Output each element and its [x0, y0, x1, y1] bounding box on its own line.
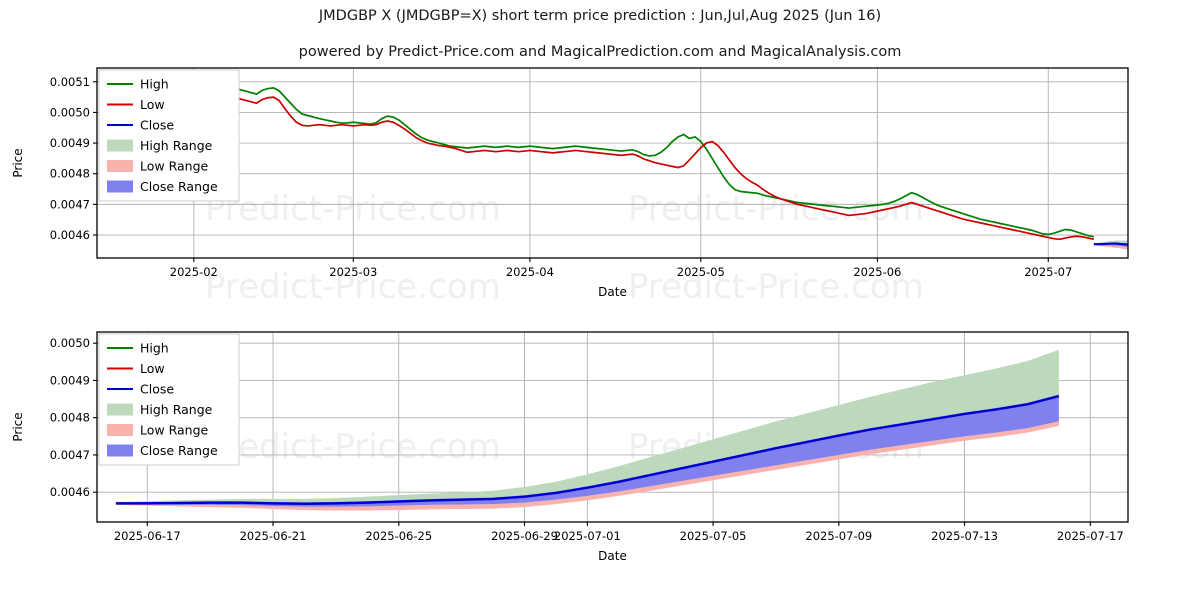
legend-item-label: Close Range	[140, 179, 218, 194]
legend-box	[98, 69, 240, 202]
legend-item-label: High Range	[140, 138, 213, 153]
legend-item[interactable]: Low Range	[107, 423, 209, 438]
legend-item-label: Low	[140, 361, 165, 376]
y-tick-label: 0.0046	[50, 228, 90, 242]
axis-labels: 0.0046 0.0047 0.0048 0.0049 0.0050 0.0051 2025…	[50, 75, 1073, 279]
close-range-band	[1093, 242, 1128, 247]
x-tick-label: 2025-07-01	[554, 529, 621, 543]
watermark-text: Predict-Price.com	[205, 427, 501, 467]
x-tick-label: 2025-07-13	[931, 529, 998, 543]
high-range-band	[1093, 240, 1128, 244]
y-axis-title: Price	[11, 412, 25, 441]
y-tick-label: 0.0046	[50, 485, 90, 499]
plot-area	[108, 80, 1128, 250]
legend-item[interactable]: High	[107, 341, 169, 356]
watermark-text: Predict-Price.com	[628, 189, 924, 229]
legend-item[interactable]: High Range	[107, 138, 213, 153]
axes-frame	[96, 331, 1129, 523]
y-tick-label: 0.0050	[50, 105, 90, 119]
watermark-text: Predict-Price.com	[205, 267, 501, 307]
axes-frame	[96, 67, 1129, 259]
x-tick-label: 2025-04	[506, 265, 554, 279]
x-axis-title: Date	[598, 285, 627, 299]
legend-item[interactable]: Close Range	[107, 443, 218, 458]
x-tick-label: 2025-06-21	[240, 529, 307, 543]
legend-item[interactable]: Low	[107, 97, 165, 112]
legend-item-label: High	[140, 341, 169, 356]
x-tick-label: 2025-06-17	[114, 529, 181, 543]
legend-box	[98, 333, 240, 466]
x-tick-label: 2025-05	[677, 265, 725, 279]
legend-item-label: Close	[140, 118, 174, 133]
x-tick-label: 2025-06	[853, 265, 901, 279]
page-subtitle: powered by Predict-Price.com and Magical…	[298, 44, 902, 60]
y-axis-title: Price	[11, 148, 25, 177]
bottom-chart-svg: Predict-Price.comPredict-Price.com0.0046…	[11, 331, 1129, 563]
top-chart-panel: Predict-Price.com Predict-Price.com Predic…	[0, 60, 1200, 318]
x-tick-label: 2025-07	[1024, 265, 1072, 279]
gridlines	[97, 68, 1128, 258]
legend-band-swatch	[107, 180, 133, 193]
y-tick-label: 0.0048	[50, 167, 90, 181]
close-line	[115, 394, 1060, 505]
y-tick-label: 0.0047	[50, 448, 90, 462]
chart-legend: High Low Close High Range Low Range Close Ran…	[98, 69, 240, 202]
chart-legend: High Low Close High Range Low Range Close Ran…	[98, 333, 240, 466]
top-chart-svg: Predict-Price.com Predict-Price.com Predic…	[11, 67, 1129, 307]
y-tick-label: 0.0047	[50, 197, 90, 211]
low-range-band	[1093, 244, 1128, 250]
y-tick-label: 0.0051	[50, 75, 90, 89]
y-tick-label: 0.0048	[50, 411, 90, 425]
legend-item-label: High Range	[140, 402, 213, 417]
legend-band-swatch	[107, 403, 133, 416]
axis-labels: 0.0046 0.0047 0.0048 0.0049 0.0050 2025-06-17…	[50, 336, 1124, 543]
high-range-band	[115, 349, 1059, 503]
legend-item[interactable]: Low	[107, 361, 165, 376]
legend-band-swatch	[107, 160, 133, 172]
legend-item[interactable]: High	[107, 77, 169, 92]
y-tick-label: 0.0049	[50, 373, 90, 387]
y-tick-label: 0.0049	[50, 136, 90, 150]
plot-area	[115, 349, 1060, 511]
legend-item[interactable]: Low Range	[107, 159, 209, 174]
legend-item-label: Close Range	[140, 443, 218, 458]
legend-band-swatch	[107, 444, 133, 457]
watermark-text: Predict-Price.com	[628, 267, 924, 307]
x-tick-label: 2025-06-25	[365, 529, 432, 543]
high-line	[108, 80, 1094, 238]
legend-item-label: Close	[140, 382, 174, 397]
legend-item[interactable]: Close	[107, 118, 174, 133]
x-tick-label: 2025-07-05	[680, 529, 747, 543]
page-title: JMDGBP X (JMDGBP=X) short term price pre…	[318, 8, 882, 24]
close-line	[1093, 242, 1128, 246]
x-axis-title: Date	[598, 549, 627, 563]
legend-item[interactable]: Close	[107, 382, 174, 397]
x-tick-label: 2025-03	[329, 265, 377, 279]
legend-band-swatch	[107, 139, 133, 152]
legend-item[interactable]: Close Range	[107, 179, 218, 194]
y-tick-label: 0.0050	[50, 336, 90, 350]
watermark-text: Predict-Price.com	[205, 189, 501, 229]
legend-item-label: High	[140, 77, 169, 92]
legend-item-label: Low Range	[140, 159, 209, 174]
legend-item[interactable]: High Range	[107, 402, 213, 417]
low-line	[108, 89, 1094, 241]
legend-item-label: Low	[140, 97, 165, 112]
x-tick-label: 2025-07-17	[1057, 529, 1124, 543]
legend-item-label: Low Range	[140, 423, 209, 438]
legend-band-swatch	[107, 424, 133, 436]
x-tick-label: 2025-06-29	[491, 529, 558, 543]
x-tick-label: 2025-07-09	[805, 529, 872, 543]
x-tick-label: 2025-02	[170, 265, 218, 279]
bottom-chart-panel: Predict-Price.comPredict-Price.com0.0046…	[0, 318, 1200, 600]
